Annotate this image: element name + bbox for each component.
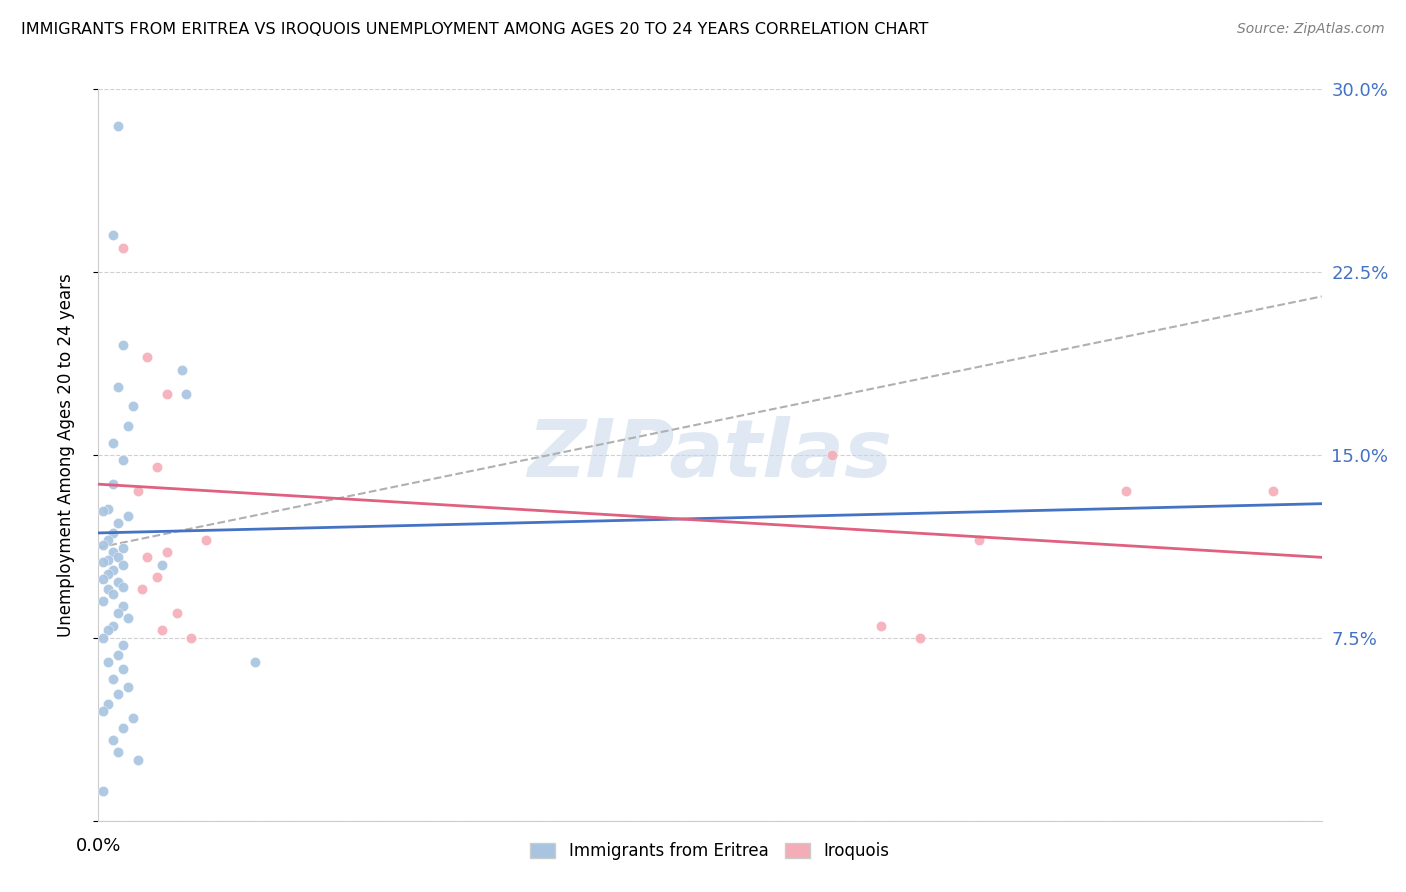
Point [180,631,202,645]
Point [97,624,120,638]
Point [91,631,114,645]
Point [111,638,134,652]
Point [107,119,129,133]
Point [107,379,129,393]
Point [111,541,134,555]
Point [91,538,114,552]
Point [111,599,134,613]
Point [117,611,139,625]
Point [111,580,134,594]
Point [101,435,124,450]
Point [131,582,153,596]
Point [176,387,198,401]
Point [101,545,124,559]
Point [111,721,134,735]
Point [1261,484,1284,499]
Point [821,448,844,462]
Point [101,525,124,540]
Point [107,687,129,701]
Point [107,574,129,589]
Y-axis label: Unemployment Among Ages 20 to 24 years: Unemployment Among Ages 20 to 24 years [56,273,75,637]
Point [91,555,114,569]
Point [97,655,120,669]
Point [243,655,266,669]
Point [121,711,143,725]
Point [101,733,124,747]
Point [97,553,120,567]
Point [91,572,114,586]
Text: IMMIGRANTS FROM ERITREA VS IROQUOIS UNEMPLOYMENT AMONG AGES 20 TO 24 YEARS CORRE: IMMIGRANTS FROM ERITREA VS IROQUOIS UNEM… [21,22,928,37]
Point [107,550,129,565]
Point [136,351,159,365]
Point [97,582,120,596]
Point [146,460,169,475]
Point [111,241,134,255]
Point [127,753,149,767]
Point [136,550,159,565]
Point [156,387,179,401]
Text: 0.0%: 0.0% [76,837,121,855]
Point [150,558,173,572]
Point [101,228,124,243]
Point [870,618,893,632]
Text: ZIPatlas: ZIPatlas [527,416,893,494]
Point [101,477,124,491]
Point [101,562,124,576]
Point [101,618,124,632]
Point [111,338,134,352]
Point [97,533,120,548]
Point [150,624,173,638]
Point [111,663,134,677]
Point [170,362,193,376]
Point [117,680,139,694]
Point [107,607,129,621]
Point [910,631,932,645]
Point [127,484,149,499]
Point [91,594,114,608]
Point [107,648,129,662]
Point [195,533,218,548]
Point [91,784,114,798]
Point [156,545,179,559]
Point [121,399,143,413]
Point [101,587,124,601]
Point [97,567,120,582]
Point [91,704,114,718]
Point [97,501,120,516]
Legend: Immigrants from Eritrea, Iroquois: Immigrants from Eritrea, Iroquois [524,836,896,867]
Point [101,672,124,686]
Point [117,508,139,523]
Text: Source: ZipAtlas.com: Source: ZipAtlas.com [1237,22,1385,37]
Point [111,558,134,572]
Point [91,504,114,518]
Point [1115,484,1137,499]
Point [107,516,129,531]
Point [97,697,120,711]
Point [166,607,188,621]
Point [146,570,169,584]
Point [107,745,129,759]
Point [111,452,134,467]
Point [967,533,990,548]
Point [117,418,139,433]
